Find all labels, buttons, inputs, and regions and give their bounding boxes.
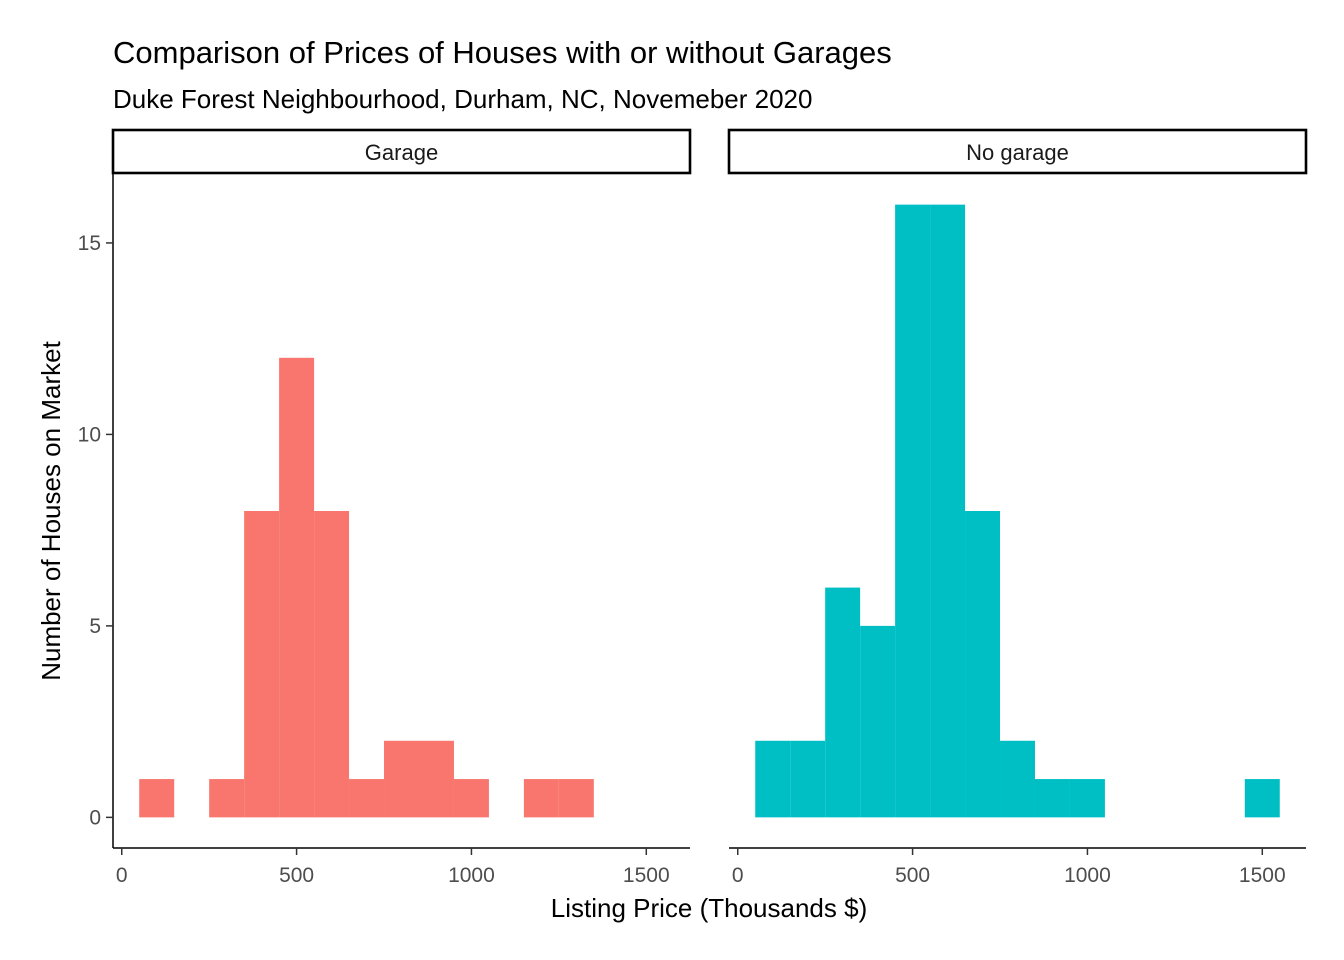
x-tick-label: 1000: [1064, 864, 1111, 887]
y-tick-label: 0: [89, 806, 101, 829]
histogram-bar: [895, 204, 931, 818]
x-tick-label: 1500: [1239, 864, 1286, 887]
histogram-bar: [1069, 779, 1105, 818]
y-tick-label: 10: [78, 423, 101, 446]
chart-subtitle: Duke Forest Neighbourhood, Durham, NC, N…: [113, 84, 812, 114]
histogram-bar: [244, 511, 280, 818]
facet-label-no-garage: No garage: [966, 140, 1069, 165]
histogram-bar: [349, 779, 385, 818]
x-axis-title: Listing Price (Thousands $): [551, 893, 867, 923]
histogram-bar: [825, 587, 861, 818]
chart-title: Comparison of Prices of Houses with or w…: [113, 35, 892, 70]
histogram-bar: [139, 779, 175, 818]
x-tick-label: 0: [116, 864, 128, 887]
histogram-bar: [523, 779, 559, 818]
histogram-bar: [418, 740, 454, 818]
facet-label-garage: Garage: [365, 140, 438, 165]
histogram-bar: [1244, 779, 1280, 818]
facet-strip-no-garage: [727, 128, 1308, 175]
histogram-bar: [279, 357, 315, 818]
x-tick-label: 500: [279, 864, 314, 887]
histogram-bar: [314, 511, 350, 818]
y-axis-title: Number of Houses on Market: [36, 340, 66, 680]
histogram-bar: [558, 779, 594, 818]
histogram-bar: [790, 740, 826, 818]
histogram-bar: [1000, 740, 1035, 818]
histogram-bar: [930, 204, 966, 818]
histogram-bar: [384, 740, 419, 818]
x-tick-label: 0: [732, 864, 744, 887]
x-tick-label: 1500: [623, 864, 670, 887]
y-tick-label: 5: [89, 615, 101, 638]
x-tick-label: 500: [895, 864, 930, 887]
y-tick-label: 15: [78, 232, 101, 255]
histogram-bar: [1034, 779, 1070, 818]
histogram-bar: [209, 779, 245, 818]
histogram-bar: [453, 779, 489, 818]
facet-strip-garage: [111, 128, 692, 175]
histogram-bar: [755, 740, 791, 818]
x-tick-label: 1000: [448, 864, 495, 887]
histogram-bar: [860, 625, 896, 818]
histogram-bar: [965, 511, 1001, 818]
